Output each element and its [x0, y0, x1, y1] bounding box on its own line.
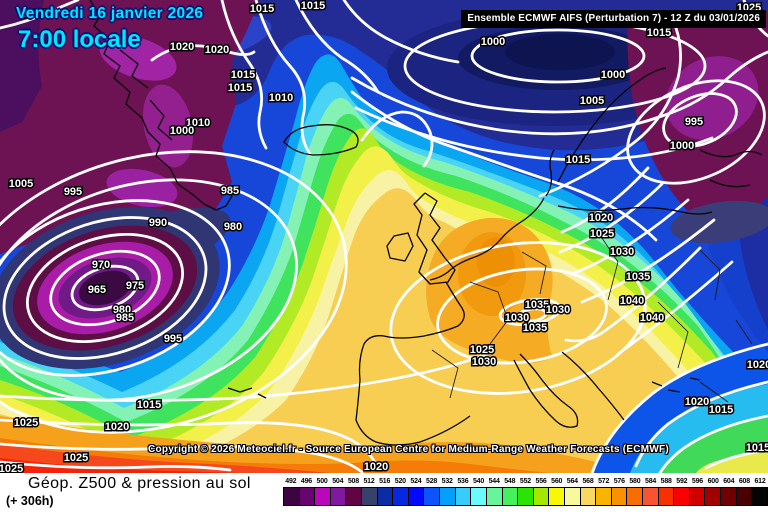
scale-value: 612 — [754, 478, 766, 485]
scale-value: 568 — [582, 478, 594, 485]
scale-swatch — [720, 488, 736, 505]
valid-time: 7:00 locale — [18, 26, 141, 53]
scale-swatch — [688, 488, 705, 505]
scale-value: 564 — [566, 478, 578, 485]
lead-time-label: (+ 306h) — [6, 494, 54, 508]
copyright-line: Copyright © 2026 Meteociel.fr - Source E… — [148, 444, 669, 455]
scale-swatch — [361, 488, 377, 505]
scale-swatch — [485, 488, 502, 505]
scale-value: 540 — [472, 478, 485, 485]
scale-swatch — [501, 488, 518, 505]
scale-value: 496 — [300, 478, 312, 485]
scale-swatch — [704, 488, 721, 505]
scale-swatch — [532, 488, 549, 505]
scale-value: 536 — [457, 478, 469, 485]
scale-value: 512 — [363, 478, 375, 485]
scale-swatch — [470, 488, 486, 505]
scale-value: 492 — [285, 478, 297, 485]
scale-swatch — [735, 488, 752, 505]
scale-swatch — [298, 488, 315, 505]
scale-value: 576 — [613, 478, 625, 485]
scale-swatch — [657, 488, 674, 505]
legend-bar: Géop. Z500 & pression au sol (+ 306h) 49… — [0, 473, 768, 512]
model-run-bar: Ensemble ECMWF AIFS (Perturbation 7) - 1… — [461, 10, 766, 28]
scale-swatch — [579, 488, 596, 505]
product-label: Géop. Z500 & pression au sol — [28, 475, 251, 492]
scale-swatch — [284, 488, 299, 505]
scale-value: 588 — [660, 478, 672, 485]
scale-swatch — [563, 488, 580, 505]
scale-swatch — [548, 488, 564, 505]
scale-value: 600 — [707, 478, 719, 485]
scale-value: 580 — [629, 478, 641, 485]
scale-swatch — [439, 488, 455, 505]
coastlines — [89, 0, 763, 446]
scale-value: 544 — [488, 478, 500, 485]
scale-swatch — [610, 488, 627, 505]
scale-swatch — [314, 488, 330, 505]
scale-value: 532 — [441, 478, 453, 485]
scale-swatch — [673, 488, 689, 505]
scale-value: 516 — [379, 478, 391, 485]
color-scale-swatches — [283, 487, 768, 506]
scale-value: 548 — [504, 478, 516, 485]
scale-value: 556 — [535, 478, 547, 485]
scale-value: 508 — [347, 478, 359, 485]
scale-value: 572 — [598, 478, 610, 485]
isolines — [0, 0, 768, 473]
scale-swatch — [329, 488, 346, 505]
scale-value: 552 — [519, 478, 531, 485]
scale-value: 584 — [645, 478, 657, 485]
scale-value: 500 — [316, 478, 328, 485]
scale-value: 592 — [676, 478, 688, 485]
scale-value: 608 — [738, 478, 750, 485]
scale-swatch — [626, 488, 643, 505]
map-area: 1005 1015 1015 1020 1020 1015 1015 1010 1000 1025… — [0, 0, 768, 473]
scale-value: 520 — [394, 478, 406, 485]
color-scale-values: 492 496 500 504 508 512 516 520 524 528 532 536 540 5… — [283, 476, 768, 487]
valid-date: Vendredi 16 janvier 2026 — [16, 5, 204, 22]
scale-value: 524 — [410, 478, 422, 485]
scale-swatch — [407, 488, 424, 505]
scale-swatch — [642, 488, 658, 505]
scale-swatch — [595, 488, 611, 505]
weather-map-field — [0, 0, 768, 473]
scale-swatch — [392, 488, 408, 505]
scale-swatch — [345, 488, 362, 505]
country-borders — [431, 231, 753, 403]
scale-value: 560 — [551, 478, 563, 485]
scale-value: 504 — [332, 478, 344, 485]
scale-swatch — [376, 488, 393, 505]
scale-value: 596 — [691, 478, 704, 485]
scale-swatch — [454, 488, 471, 505]
scale-value: 528 — [426, 478, 438, 485]
scale-value: 604 — [723, 478, 735, 485]
scale-swatch — [423, 488, 440, 505]
color-scale: 492 496 500 504 508 512 516 520 524 528 532 536 540 5… — [283, 476, 768, 506]
scale-swatch — [751, 488, 767, 505]
scale-swatch — [517, 488, 533, 505]
